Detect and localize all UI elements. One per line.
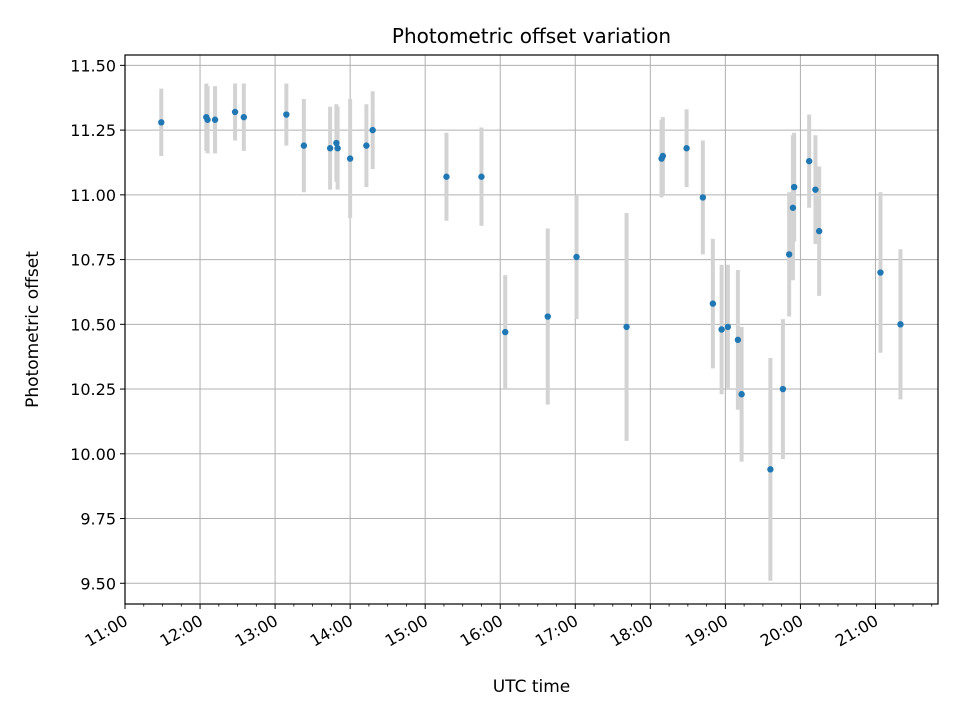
- data-point: [363, 142, 370, 149]
- data-point: [502, 328, 509, 336]
- data-point: [683, 145, 690, 152]
- data-point: [718, 326, 725, 333]
- data-point: [333, 139, 340, 147]
- grid-layer: [124, 55, 938, 604]
- y-tick-label: 10.00: [70, 445, 116, 464]
- data-point: [767, 466, 774, 473]
- x-axis-title: UTC time: [493, 677, 571, 697]
- data-point: [724, 323, 732, 331]
- data-point: [877, 269, 884, 276]
- data-point: [334, 145, 341, 152]
- data-point: [346, 155, 354, 162]
- data-point: [699, 194, 707, 201]
- data-point: [623, 323, 630, 331]
- data-point: [211, 116, 219, 123]
- chart-title: Photometric offset variation: [392, 24, 671, 48]
- y-tick-label: 11.50: [70, 56, 116, 75]
- data-point: [283, 111, 290, 118]
- y-axis: 9.50 9.75 10.00 10.25 10.50 10.75 11.00 11.25 11…: [70, 56, 125, 593]
- data-point: [709, 300, 717, 307]
- data-point: [789, 204, 797, 211]
- data-point: [326, 145, 334, 152]
- data-point: [812, 186, 819, 193]
- data-point: [779, 385, 787, 393]
- y-tick-label: 9.50: [80, 574, 116, 593]
- y-tick-label: 11.00: [70, 186, 116, 205]
- data-point: [231, 108, 239, 116]
- data-point: [573, 253, 580, 261]
- data-point: [443, 173, 450, 180]
- data-point: [369, 126, 376, 134]
- data-point: [158, 119, 165, 126]
- data-point: [815, 227, 823, 235]
- data-point: [738, 391, 745, 398]
- data-point: [805, 157, 813, 165]
- data-point: [659, 152, 667, 160]
- data-point: [478, 173, 485, 180]
- y-tick-label: 11.25: [70, 121, 116, 140]
- y-tick-label: 9.75: [80, 510, 116, 529]
- data-point: [897, 321, 904, 328]
- plot-area-frame: [124, 54, 939, 605]
- data-point: [734, 336, 742, 344]
- y-tick-label: 10.75: [70, 251, 116, 270]
- y-tick-label: 10.50: [70, 315, 116, 334]
- point-layer: [158, 108, 904, 473]
- data-point: [300, 142, 308, 149]
- y-axis-title: Photometric offset: [23, 251, 43, 408]
- data-point: [544, 313, 551, 320]
- data-point: [785, 251, 793, 258]
- data-point: [240, 113, 248, 121]
- y-tick-label: 10.25: [70, 380, 116, 399]
- data-point: [204, 116, 211, 123]
- data-point: [790, 183, 798, 191]
